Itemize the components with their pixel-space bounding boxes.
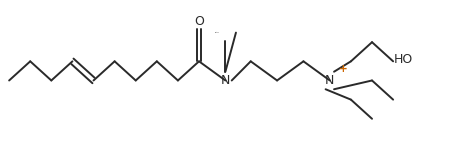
Text: O: O [194,15,204,28]
Text: N: N [221,74,230,87]
Text: +: + [339,64,348,74]
Text: HO: HO [394,53,414,66]
Text: N: N [325,74,334,87]
Text: methyl: methyl [214,31,219,33]
